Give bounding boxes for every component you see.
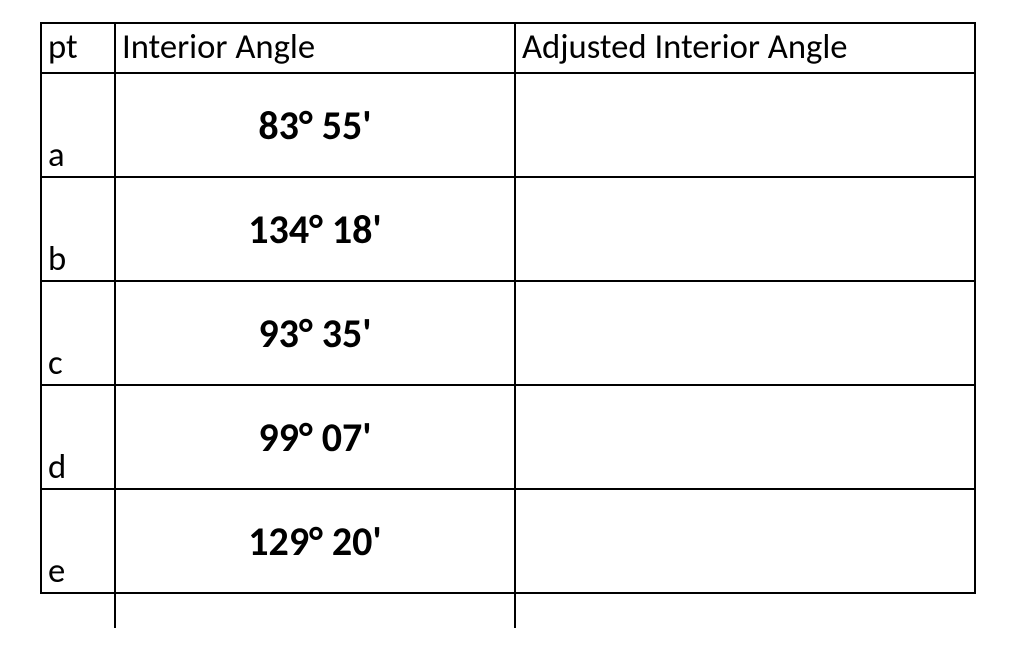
angle-table: pt Interior Angle Adjusted Interior Angl…: [40, 22, 976, 594]
table-row: b 134° 18': [41, 177, 975, 281]
cell-pt: b: [41, 177, 115, 281]
col-header-interior: Interior Angle: [115, 23, 515, 73]
cell-interior: 83° 55': [115, 73, 515, 177]
col-header-pt: pt: [41, 23, 115, 73]
cell-pt: d: [41, 385, 115, 489]
cell-interior: 99° 07': [115, 385, 515, 489]
cell-pt: c: [41, 281, 115, 385]
cell-interior: 134° 18': [115, 177, 515, 281]
cell-adjusted: [515, 177, 975, 281]
angle-table-container: pt Interior Angle Adjusted Interior Angl…: [40, 22, 976, 594]
cell-pt: a: [41, 73, 115, 177]
cell-pt: e: [41, 489, 115, 593]
table-row: d 99° 07': [41, 385, 975, 489]
col-sep-1-stub: [114, 594, 116, 628]
table-row: a 83° 55': [41, 73, 975, 177]
cell-adjusted: [515, 385, 975, 489]
cell-interior: 129° 20': [115, 489, 515, 593]
col-sep-2-stub: [514, 594, 516, 628]
table-header-row: pt Interior Angle Adjusted Interior Angl…: [41, 23, 975, 73]
table-body: a 83° 55' b 134° 18' c 93° 35' d 99° 07'…: [41, 73, 975, 593]
cell-interior: 93° 35': [115, 281, 515, 385]
cell-adjusted: [515, 281, 975, 385]
table-row: e 129° 20': [41, 489, 975, 593]
col-header-adjusted: Adjusted Interior Angle: [515, 23, 975, 73]
cell-adjusted: [515, 73, 975, 177]
cell-adjusted: [515, 489, 975, 593]
table-row: c 93° 35': [41, 281, 975, 385]
